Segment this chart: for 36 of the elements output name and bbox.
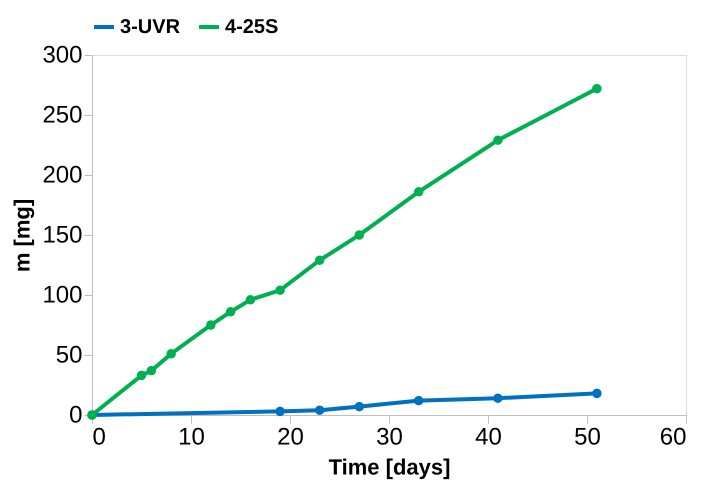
point <box>246 295 256 305</box>
point <box>414 396 424 406</box>
point <box>354 402 364 412</box>
x-tick-label: 60 <box>660 424 686 450</box>
legend-label: 4-25S <box>225 16 278 38</box>
y-tick-label: 100 <box>42 282 82 308</box>
point <box>275 285 285 295</box>
point <box>592 84 602 94</box>
y-tick-label: 50 <box>56 342 82 368</box>
point <box>493 393 503 403</box>
point <box>414 187 424 197</box>
point <box>166 349 176 359</box>
point <box>493 135 503 145</box>
x-tick-label: 30 <box>376 424 403 450</box>
point <box>206 320 216 330</box>
y-tick-label: 250 <box>42 102 82 128</box>
point <box>592 388 602 398</box>
point <box>226 307 236 317</box>
x-tick-label: 40 <box>475 424 502 450</box>
y-tick-label: 0 <box>69 402 82 428</box>
x-tick-label: 50 <box>574 424 601 450</box>
y-axis-title: m [mg] <box>9 198 34 272</box>
point <box>146 366 156 376</box>
y-tick-label: 150 <box>42 222 82 248</box>
point <box>314 255 324 265</box>
point <box>136 370 146 380</box>
legend-label: 3-UVR <box>120 16 181 38</box>
x-tick-label: 0 <box>92 424 106 450</box>
point <box>314 405 324 415</box>
point <box>275 406 285 416</box>
y-tick-label: 300 <box>42 42 82 68</box>
x-axis-title: Time [days] <box>328 454 450 480</box>
x-tick-label: 10 <box>178 424 205 450</box>
y-tick-label: 200 <box>42 162 82 188</box>
x-tick-label: 20 <box>277 424 304 450</box>
point <box>354 230 364 240</box>
